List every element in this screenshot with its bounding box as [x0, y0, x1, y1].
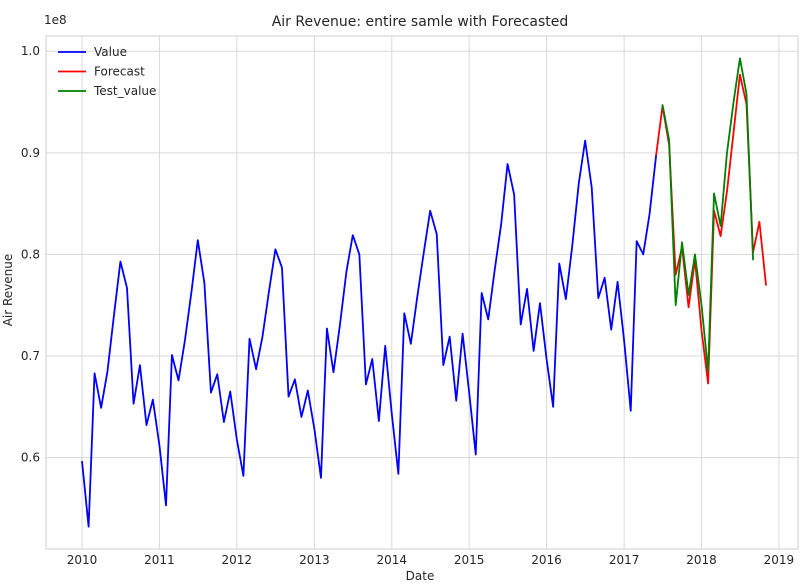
legend-item-value: Value	[58, 45, 127, 59]
y-tick-label: 0.8	[21, 247, 40, 261]
x-tick-label: 2014	[377, 553, 408, 567]
legend-item-test-value: Test_value	[58, 84, 156, 98]
x-tick-label: 2013	[299, 553, 330, 567]
y-tick-label: 0.9	[21, 146, 40, 160]
legend-label: Value	[94, 45, 127, 59]
legend: Value Forecast Test_value	[58, 45, 156, 98]
chart-title: Air Revenue: entire samle with Forecaste…	[272, 14, 569, 30]
x-tick-label: 2015	[454, 553, 485, 567]
y-axis-ticks: 0.6 0.7 0.8 0.9 1.0	[21, 44, 40, 464]
plot-area	[45, 35, 799, 550]
x-tick-label: 2016	[531, 553, 562, 567]
x-tick-label: 2011	[144, 553, 175, 567]
legend-item-forecast: Forecast	[58, 65, 145, 79]
y-axis-label: Air Revenue	[1, 254, 15, 327]
plot-background	[46, 36, 798, 549]
plot-frame	[45, 35, 799, 550]
y-tick-label: 1.0	[21, 44, 40, 58]
x-tick-label: 2010	[67, 553, 98, 567]
legend-label: Forecast	[94, 65, 145, 79]
y-axis-offset-label: 1e8	[44, 13, 67, 27]
y-tick-label: 0.7	[21, 349, 40, 363]
gridlines	[46, 36, 798, 549]
x-tick-label: 2018	[686, 553, 717, 567]
x-tick-label: 2012	[222, 553, 253, 567]
x-tick-label: 2019	[764, 553, 795, 567]
legend-label: Test_value	[93, 84, 156, 98]
x-tick-label: 2017	[609, 553, 640, 567]
y-tick-label: 0.6	[21, 451, 40, 465]
x-axis-label: Date	[406, 569, 435, 583]
series-lines	[81, 57, 767, 528]
series-line-value	[81, 139, 658, 528]
x-axis-ticks: 2010 2011 2012 2013 2014 2015 2016 2017 2018 2019	[67, 553, 794, 567]
series-line-test-value	[661, 57, 754, 373]
